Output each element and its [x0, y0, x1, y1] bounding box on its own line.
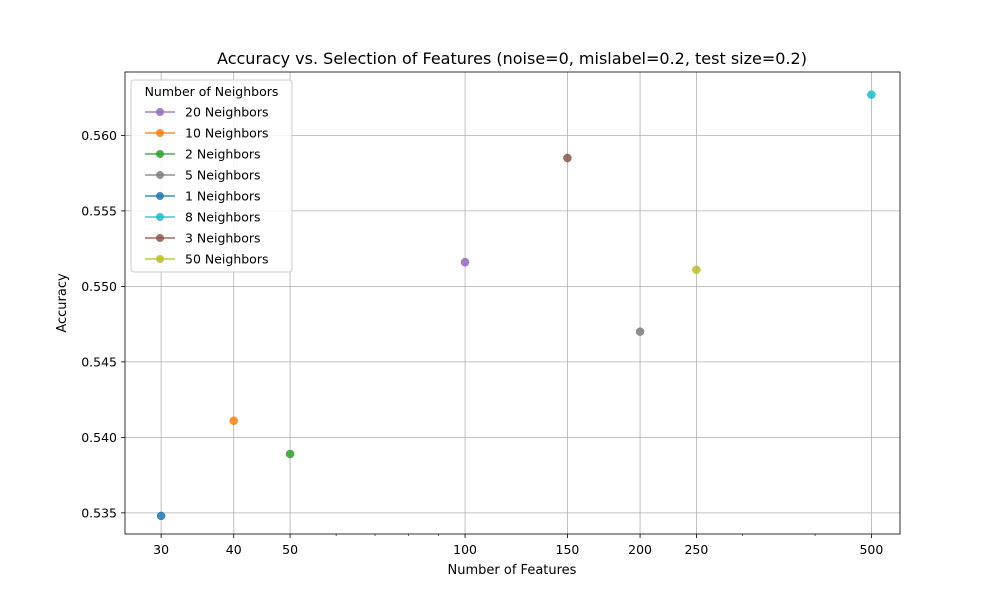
x-tick-label: 250 — [684, 542, 708, 557]
legend-marker — [156, 108, 164, 116]
legend-marker — [156, 150, 164, 158]
legend-label: 5 Neighbors — [185, 168, 261, 183]
data-point — [229, 416, 239, 426]
legend-box — [130, 79, 293, 273]
legend-marker — [156, 129, 164, 137]
data-point — [156, 511, 166, 521]
x-tick-label: 100 — [453, 542, 477, 557]
y-tick-label: 0.550 — [81, 279, 117, 294]
legend-label: 8 Neighbors — [185, 210, 261, 225]
data-point — [460, 257, 470, 267]
x-tick-label: 50 — [282, 542, 298, 557]
data-point — [692, 265, 701, 275]
legend-label: 1 Neighbors — [185, 189, 261, 204]
data-points — [156, 90, 876, 521]
x-axis-label: Number of Features — [448, 563, 577, 578]
x-tick-label: 150 — [556, 542, 580, 557]
legend-label: 20 Neighbors — [185, 105, 268, 120]
y-tick-label: 0.540 — [81, 430, 117, 445]
y-tick-label: 0.555 — [81, 203, 117, 218]
legend-title: Number of Neighbors — [145, 84, 279, 99]
x-tick-label: 500 — [859, 542, 883, 557]
x-tick-label: 40 — [226, 542, 242, 557]
y-tick-label: 0.545 — [81, 354, 117, 369]
y-tick-label: 0.560 — [81, 128, 117, 143]
data-point — [285, 449, 295, 459]
legend: Number of Neighbors 20 Neighbors 10 Neighb… — [130, 79, 293, 273]
chart-title: Accuracy vs. Selection of Features (nois… — [217, 49, 807, 68]
legend-marker — [156, 234, 164, 242]
plot-frame — [124, 71, 901, 535]
axes — [124, 71, 901, 535]
grid — [125, 72, 900, 534]
legend-label: 50 Neighbors — [185, 252, 268, 267]
y-tick-label: 0.535 — [81, 505, 117, 520]
legend-marker — [156, 171, 164, 179]
legend-marker — [156, 192, 164, 200]
x-tick-label: 30 — [153, 542, 169, 557]
legend-label: 2 Neighbors — [185, 147, 261, 162]
legend-marker — [156, 213, 164, 221]
legend-label: 10 Neighbors — [185, 126, 268, 141]
data-point — [563, 153, 572, 163]
x-tick-label: 200 — [628, 542, 652, 557]
ticks: 30 40 50 100 150 200 250 500 0.535 0.540 0.545 0.55… — [81, 128, 883, 557]
data-point — [635, 327, 645, 336]
legend-label: 3 Neighbors — [185, 231, 261, 246]
data-point — [867, 90, 876, 99]
y-axis-label: Accuracy — [55, 273, 70, 333]
legend-marker — [156, 255, 164, 263]
